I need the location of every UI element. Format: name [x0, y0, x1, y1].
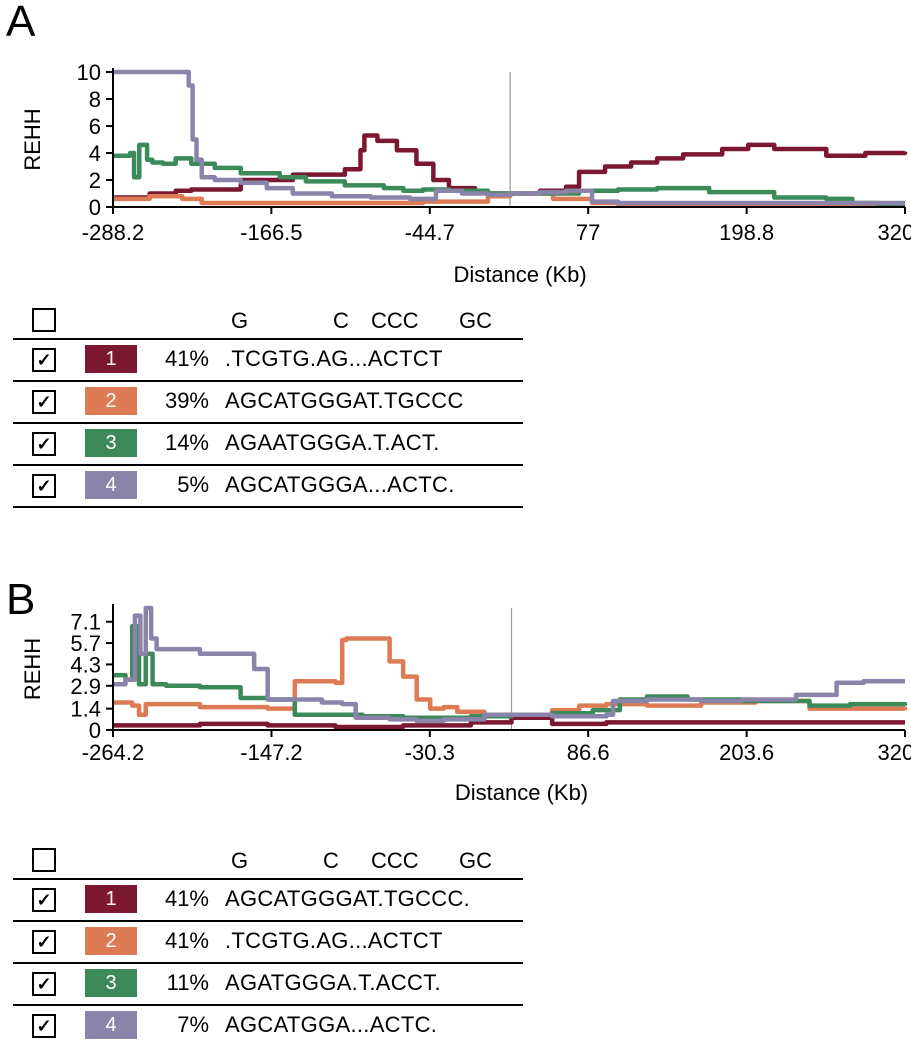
haplotype-frequency: 41%: [164, 928, 209, 953]
legend-row: ✓ 3 11% AGATGGGA.T.ACCT.: [13, 962, 523, 1004]
series-line-3: [113, 142, 905, 207]
legend-row: ✓ 4 5% AGCATGGGA...ACTC.: [13, 464, 523, 508]
haplotype-sequence: .TCGTG.AG...ACTCT: [225, 346, 443, 371]
y-tick-label: 7.1: [70, 610, 101, 635]
x-tick-label: -44.7: [405, 220, 455, 245]
haplotype-sequence: AGAATGGGA.T.ACT.: [225, 430, 440, 455]
haplotype-frequency: 14%: [164, 430, 209, 455]
y-axis-label: REHH: [20, 638, 45, 700]
y-tick-label: 6: [89, 114, 101, 139]
y-tick-label: 0: [89, 718, 101, 743]
haplotype-sequence: AGCATGGGAT.TGCCC.: [225, 886, 471, 911]
y-tick-label: 5.7: [70, 631, 101, 656]
haplotype-sequence: .TCGTG.AG...ACTCT: [225, 928, 443, 953]
panel-letter: A: [6, 0, 36, 46]
haplotype-checkbox[interactable]: ✓: [32, 972, 56, 996]
y-axis-label: REHH: [20, 108, 45, 170]
panel-a: A 0246810-288.2-166.5-44.777198.8320.5Di…: [0, 0, 911, 525]
select-all-checkbox[interactable]: [32, 848, 56, 872]
haplotype-frequency: 5%: [177, 472, 209, 497]
snp-marker: C: [323, 848, 339, 873]
haplotype-swatch: 4: [85, 471, 137, 499]
snp-marker: GC: [459, 848, 492, 873]
series-line-4: [113, 69, 905, 206]
haplotype-legend-b: G C CCC GC ✓ 1 41% AGCATGGGAT.TGCCC. ✓ 2…: [13, 840, 523, 1046]
legend-row: ✓ 4 7% AGCATGGA...ACTC.: [13, 1004, 523, 1046]
series-line-2: [113, 636, 908, 717]
y-tick-label: 8: [89, 87, 101, 112]
x-tick-label: 77: [576, 220, 600, 245]
series-line-3: [113, 624, 908, 721]
x-tick-label: -30.3: [405, 740, 455, 765]
series-line-1: [113, 715, 905, 730]
haplotype-swatch: 3: [85, 429, 137, 457]
haplotype-checkbox[interactable]: ✓: [32, 930, 56, 954]
x-tick-label: -288.2: [82, 220, 144, 245]
y-tick-label: 0: [89, 195, 101, 220]
legend-row: ✓ 2 39% AGCATGGGAT.TGCCC: [13, 380, 523, 422]
select-all-checkbox[interactable]: [32, 308, 56, 332]
x-tick-label: -264.2: [82, 740, 144, 765]
haplotype-frequency: 39%: [164, 388, 209, 413]
x-tick-label: 320.5: [877, 220, 911, 245]
haplotype-checkbox[interactable]: ✓: [32, 888, 56, 912]
legend-header: G C CCC GC: [13, 840, 523, 878]
legend-header: G C CCC GC: [13, 300, 523, 338]
haplotype-swatch: 3: [85, 969, 137, 997]
haplotype-checkbox[interactable]: ✓: [32, 474, 56, 498]
legend-row: ✓ 3 14% AGAATGGGA.T.ACT.: [13, 422, 523, 464]
y-tick-label: 1.4: [70, 697, 101, 722]
snp-marker: G: [231, 848, 249, 873]
x-tick-label: 86.6: [567, 740, 610, 765]
haplotype-checkbox[interactable]: ✓: [32, 390, 56, 414]
haplotype-frequency: 41%: [164, 346, 209, 371]
haplotype-frequency: 7%: [177, 1012, 209, 1037]
haplotype-checkbox[interactable]: ✓: [32, 1014, 56, 1038]
haplotype-swatch: 2: [85, 387, 137, 415]
haplotype-frequency: 41%: [164, 886, 209, 911]
x-tick-label: -147.2: [240, 740, 302, 765]
x-axis-label: Distance (Kb): [453, 262, 586, 287]
snp-marker: GC: [459, 308, 492, 333]
x-tick-label: 203.6: [719, 740, 774, 765]
haplotype-checkbox[interactable]: ✓: [32, 348, 56, 372]
haplotype-sequence: AGCATGGGA...ACTC.: [225, 472, 455, 497]
panel-letter: B: [6, 575, 36, 624]
x-axis-label: Distance (Kb): [455, 780, 588, 805]
x-tick-label: 198.8: [719, 220, 774, 245]
haplotype-frequency: 11%: [166, 970, 209, 995]
series-line-4: [113, 605, 905, 724]
y-tick-label: 4: [89, 141, 101, 166]
snp-marker: C: [333, 308, 349, 333]
y-tick-label: 2.9: [70, 674, 101, 699]
legend-row: ✓ 1 41% AGCATGGGAT.TGCCC.: [13, 878, 523, 920]
haplotype-sequence: AGATGGGA.T.ACCT.: [225, 970, 441, 995]
y-tick-label: 4.3: [70, 652, 101, 677]
haplotype-checkbox[interactable]: ✓: [32, 432, 56, 456]
legend-row: ✓ 2 41% .TCGTG.AG...ACTCT: [13, 920, 523, 962]
x-tick-label: 320.5: [877, 740, 911, 765]
rehh-chart-b: 01.42.94.35.77.1 -264.2 -147.2 -30.3 86.6 203…: [20, 604, 911, 805]
haplotype-swatch: 1: [85, 345, 137, 373]
y-tick-label: 10: [77, 60, 101, 85]
snp-marker: CCC: [371, 848, 419, 873]
haplotype-sequence: AGCATGGA...ACTC.: [225, 1012, 438, 1037]
y-tick-label: 2: [89, 168, 101, 193]
legend-row: ✓ 1 41% .TCGTG.AG...ACTCT: [13, 338, 523, 380]
haplotype-legend-a: G C CCC GC ✓ 1 41% .TCGTG.AG...ACTCT ✓ 2…: [13, 300, 523, 508]
haplotype-swatch: 1: [85, 885, 137, 913]
haplotype-swatch: 4: [85, 1011, 137, 1039]
panel-b: B 0 1.4 2.9 4.3 5.7 7.1 -264.2 -147.2 -30.3 86.6 2…: [0, 530, 911, 1055]
x-tick-label: -166.5: [240, 220, 302, 245]
snp-marker: CCC: [371, 308, 419, 333]
haplotype-swatch: 2: [85, 927, 137, 955]
snp-marker: G: [231, 308, 249, 333]
haplotype-sequence: AGCATGGGAT.TGCCC: [225, 388, 464, 413]
